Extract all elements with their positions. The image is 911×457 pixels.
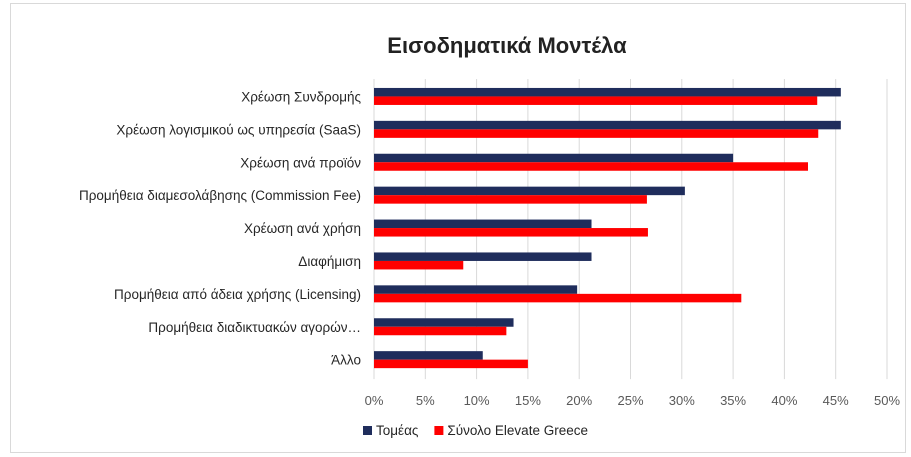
category-label: Διαφήμιση [298,254,361,269]
chart-frame: Εισοδηματικά Μοντέλα Χρέωση Συνδρομής Χρέ… [10,3,906,453]
category-label: Χρέωση ανά προϊόν [240,155,361,170]
bar-sector [374,351,483,360]
x-tick-label: 45% [823,393,849,408]
bar-total [374,162,808,171]
chart-svg: Εισοδηματικά Μοντέλα Χρέωση ΣυνδρομήςΧρέ… [79,33,901,438]
bar-total [374,195,647,204]
bar-sector [374,318,514,327]
bar-sector [374,120,841,130]
bar-total [374,129,819,138]
x-tick-label: 25% [617,393,643,408]
legend: Τομέας Σύνολο Elevate Greece [363,423,588,438]
bar-sector [374,252,592,261]
x-tick-label: 0% [365,393,384,408]
chart-title: Εισοδηματικά Μοντέλα [387,33,627,58]
bar-total [374,359,528,369]
x-tick-label: 20% [566,393,592,408]
category-label: Χρέωση λογισμικού ως υπηρεσία (SaaS) [116,122,361,137]
bar-sector [374,153,734,163]
x-axis-tick-labels: 0% 5% 10% 15% 20% 25% 30% 35% 40% 45% 50% [365,393,901,408]
legend-swatch [434,426,444,435]
bar-total [374,326,507,336]
x-tick-label: 40% [771,393,797,408]
bar-sector [374,186,685,196]
bar-sector [374,87,841,97]
bar-sector [374,219,592,229]
bar-total [374,260,464,270]
legend-label: Τομέας [376,423,419,438]
category-labels: Χρέωση Συνδρομής Χρέωση λογισμικού ως υπη… [79,89,361,367]
category-label: Προμήθεια από άδεια χρήσης (Licensing) [114,287,361,302]
category-label: Χρέωση Συνδρομής [241,89,361,104]
bar-total [374,293,742,303]
x-tick-label: 15% [515,393,541,408]
x-tick-label: 5% [416,393,435,408]
legend-swatch [363,426,372,435]
x-tick-label: 50% [874,393,900,408]
category-label: Προμήθεια διαμεσολάβησης (Commission Fee… [79,188,361,203]
category-label: Άλλο [331,353,361,368]
bar-sector [374,285,578,294]
bar-total [374,96,818,105]
x-tick-label: 10% [464,393,490,408]
bars [374,87,841,369]
legend-label: Σύνολο Elevate Greece [447,423,588,438]
x-tick-label: 30% [669,393,695,408]
bar-total [374,228,648,237]
category-label: Χρέωση ανά χρήση [244,221,361,236]
x-tick-label: 35% [720,393,746,408]
category-label: Προμήθεια διαδικτυακών αγορών… [148,320,361,335]
